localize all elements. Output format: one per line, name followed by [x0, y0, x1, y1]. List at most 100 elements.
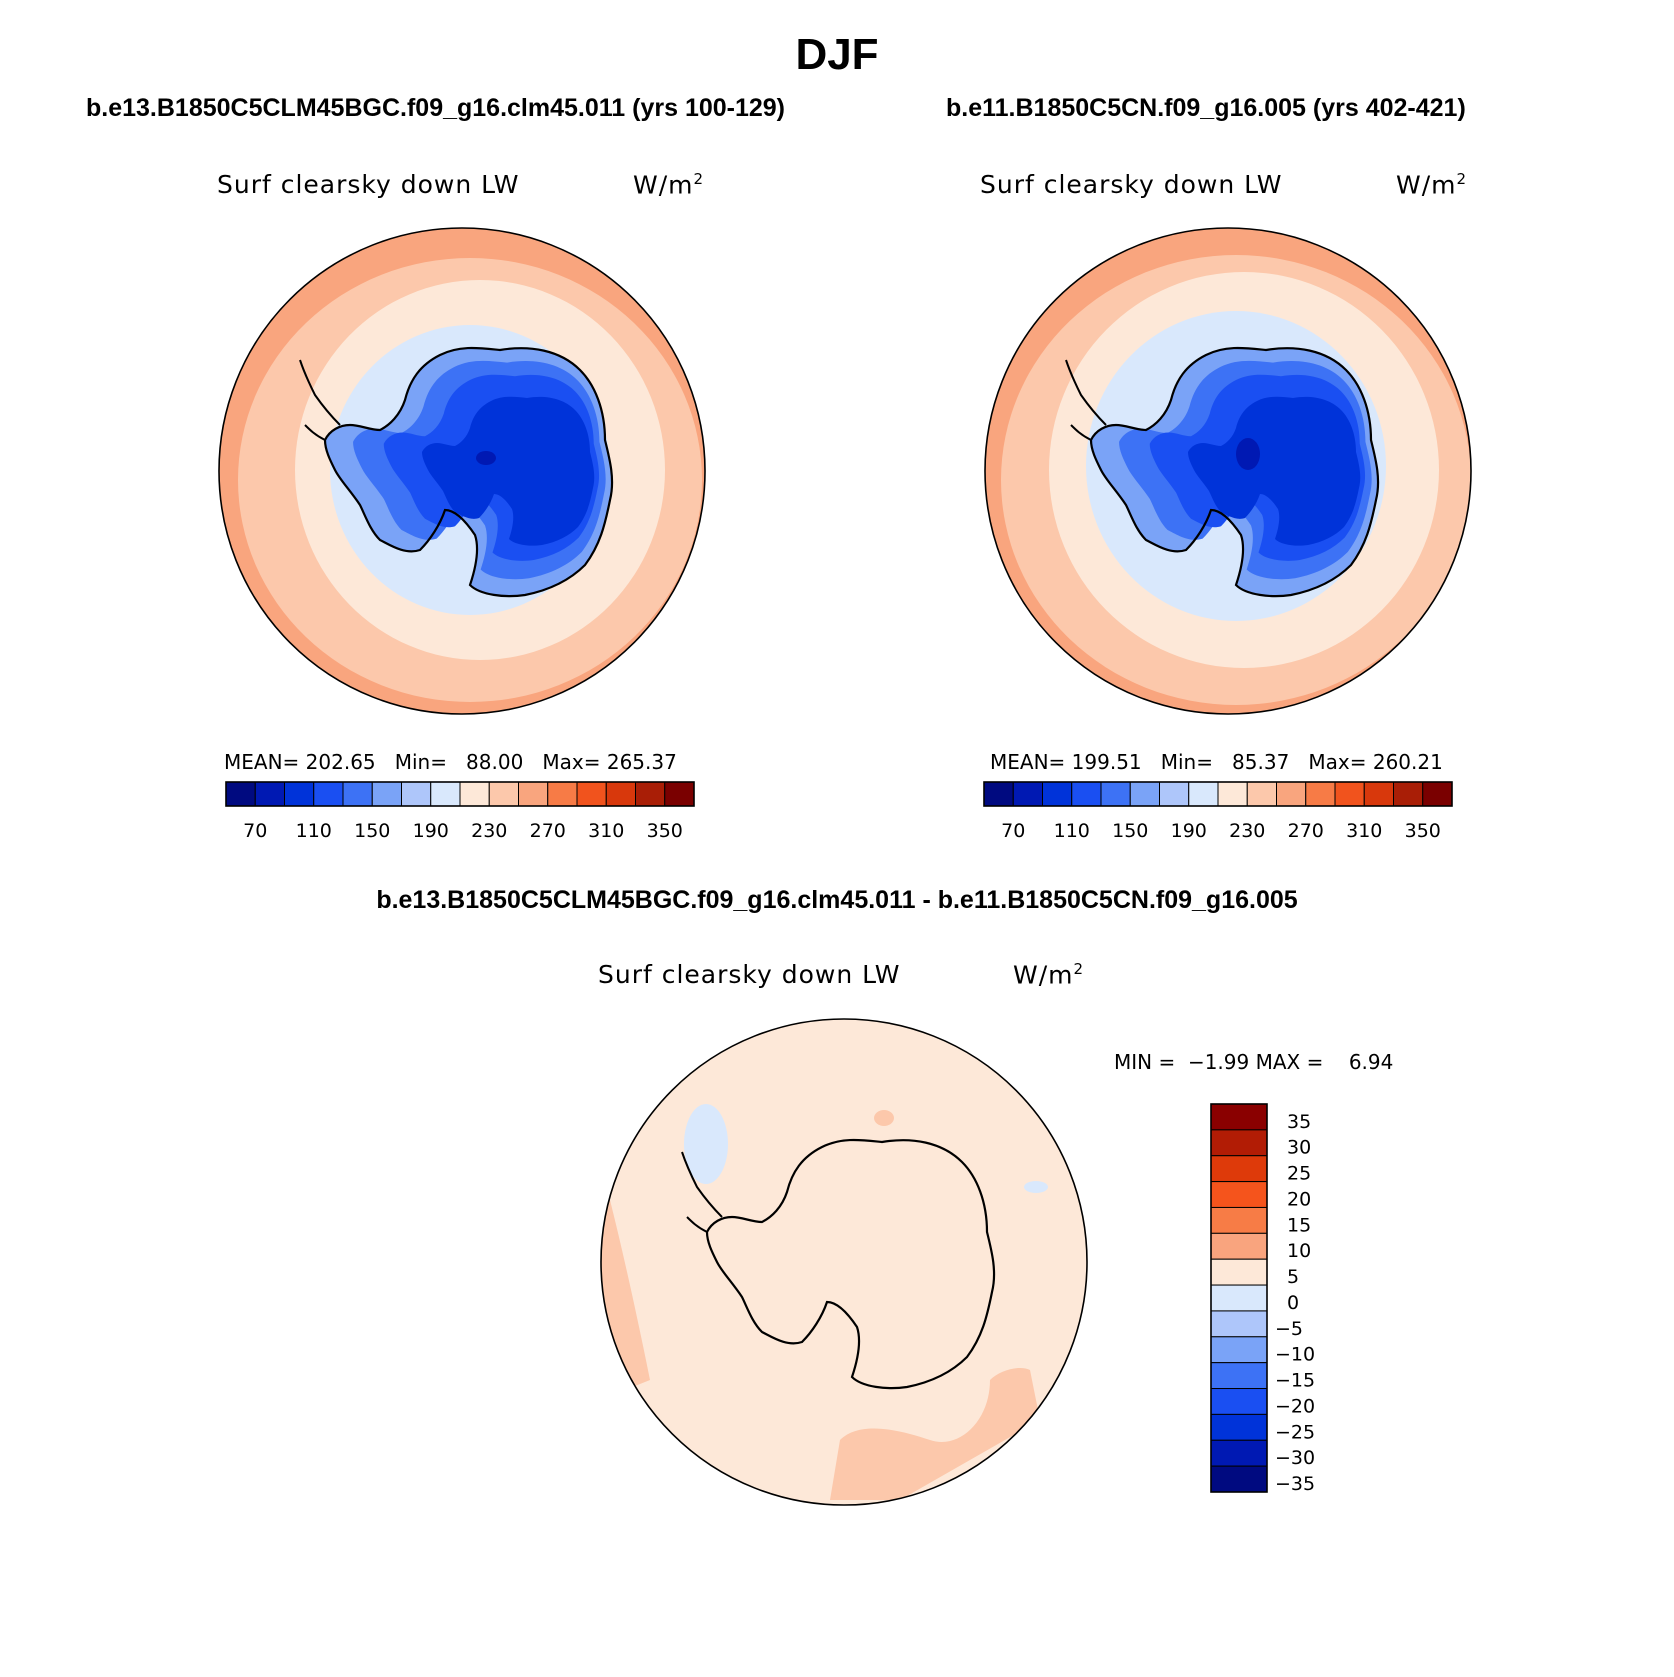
right-map: [985, 228, 1471, 714]
diff-pos-blob-2: [830, 1368, 1040, 1500]
diff-colorbar-label-10: −15: [1275, 1370, 1315, 1392]
left-colorbar-box-7: [430, 781, 461, 807]
right-colorbar-box-5: [1129, 781, 1160, 807]
diff-map: [601, 1019, 1087, 1505]
right-colorbar-label-1: 110: [1054, 820, 1090, 842]
right-colorbar-box-6: [1159, 781, 1190, 807]
diff-colorbar-label-7: 0: [1287, 1292, 1299, 1314]
right-stats: MEAN= 199.51 Min= 85.37 Max= 260.21: [990, 750, 1443, 774]
left-colorbar-box-6: [401, 781, 432, 807]
right-colorbar: 70 110 150 190 230 270 310 350: [983, 781, 1453, 842]
left-colorbar-label-7: 350: [647, 820, 683, 842]
right-colorbar-box-3: [1071, 781, 1102, 807]
right-colorbar-box-1: [1012, 781, 1043, 807]
diff-colorbar-box-10: [1210, 1362, 1268, 1390]
diff-colorbar-label-9: −10: [1275, 1344, 1315, 1366]
diff-colorbar-label-11: −20: [1275, 1395, 1315, 1417]
left-stats: MEAN= 202.65 Min= 88.00 Max= 265.37: [224, 750, 677, 774]
right-colorbar-label-2: 150: [1112, 820, 1148, 842]
right-colorbar-label-7: 350: [1405, 820, 1441, 842]
left-colorbar-box-10: [518, 781, 549, 807]
diff-neg-blob-2: [1024, 1181, 1048, 1193]
diff-colorbar-label-4: 15: [1287, 1214, 1311, 1236]
left-colorbar-box-13: [605, 781, 636, 807]
diff-colorbar-box-8: [1210, 1310, 1268, 1338]
diff-colorbar-box-11: [1210, 1388, 1268, 1415]
left-colorbar-label-5: 270: [530, 820, 566, 842]
diff-colorbar-label-8: −5: [1275, 1318, 1303, 1340]
right-colorbar-box-13: [1363, 781, 1394, 807]
diff-colorbar-box-3: [1210, 1181, 1268, 1208]
right-colorbar-label-0: 70: [1001, 820, 1025, 842]
diff-stats: MIN = −1.99 MAX = 6.94: [1114, 1050, 1394, 1074]
left-colorbar-box-1: [254, 781, 285, 807]
right-colorbar-box-7: [1188, 781, 1219, 807]
diff-colorbar-label-6: 5: [1287, 1266, 1299, 1288]
right-colorbar-box-11: [1305, 781, 1336, 807]
diff-colorbar-label-5: 10: [1287, 1240, 1311, 1262]
left-colorbar-box-8: [459, 781, 490, 807]
diff-colorbar-box-14: [1210, 1465, 1268, 1493]
left-colorbar-frame: [225, 781, 695, 807]
diff-colorbar-label-13: −30: [1275, 1447, 1315, 1469]
left-case-title: b.e13.B1850C5CLM45BGC.f09_g16.clm45.011 …: [86, 94, 786, 122]
left-colorbar-box-4: [342, 781, 373, 807]
right-colorbar-label-6: 310: [1346, 820, 1382, 842]
right-colorbar-box-2: [1042, 781, 1073, 807]
diff-colorbar-box-5: [1210, 1232, 1268, 1260]
right-colorbar-label-5: 270: [1288, 820, 1324, 842]
left-colorbar-box-3: [313, 781, 344, 807]
left-colorbar-label-6: 310: [588, 820, 624, 842]
left-colorbar-box-12: [576, 781, 607, 807]
left-colorbar-label-2: 150: [354, 820, 390, 842]
right-ant-min: [1236, 438, 1260, 470]
diff-colorbar-label-14: −35: [1275, 1473, 1315, 1495]
page-title: DJF: [795, 30, 879, 79]
left-colorbar-box-11: [547, 781, 578, 807]
diff-colorbar-box-1: [1210, 1129, 1268, 1157]
diff-colorbar-box-0: [1210, 1103, 1268, 1131]
left-units-label: W/m2: [633, 170, 705, 200]
right-colorbar-box-4: [1100, 781, 1131, 807]
right-colorbar-box-0: [983, 781, 1014, 807]
diff-colorbar-label-0: 35: [1287, 1111, 1311, 1133]
diff-colorbar-box-6: [1210, 1258, 1268, 1286]
diff-colorbar-box-13: [1210, 1439, 1268, 1467]
diff-case-title: b.e13.B1850C5CLM45BGC.f09_g16.clm45.011 …: [376, 886, 1298, 914]
diff-colorbar-label-1: 30: [1287, 1137, 1311, 1159]
diff-colorbar: 35 30 25 20 15 10 5 0 −5 −10 −15 −20 −25 −30 −35: [1210, 1103, 1315, 1495]
right-colorbar-box-10: [1276, 781, 1307, 807]
right-colorbar-label-4: 230: [1229, 820, 1265, 842]
diff-pos-blob-3: [874, 1110, 894, 1126]
right-colorbar-box-9: [1246, 781, 1277, 807]
left-colorbar-box-2: [284, 781, 315, 807]
diff-colorbar-box-4: [1210, 1206, 1268, 1234]
left-colorbar-label-4: 230: [471, 820, 507, 842]
diff-units-label: W/m2: [1013, 960, 1085, 990]
diff-map-border: [600, 1018, 1088, 1506]
diff-colorbar-frame: [1210, 1103, 1268, 1493]
left-colorbar: 70 110 150 190 230 270 310 350: [225, 781, 695, 842]
left-colorbar-label-3: 190: [413, 820, 449, 842]
right-case-title: b.e11.B1850C5CN.f09_g16.005 (yrs 402-421…: [946, 94, 1466, 122]
left-colorbar-box-0: [225, 781, 256, 807]
diff-variable-label: Surf clearsky down LW: [598, 960, 901, 989]
diff-colorbar-box-2: [1210, 1155, 1268, 1183]
left-map-border: [218, 227, 706, 715]
diff-neg-blob-1: [684, 1104, 728, 1184]
right-colorbar-box-15: [1422, 781, 1453, 807]
right-colorbar-box-12: [1334, 781, 1365, 807]
right-colorbar-frame: [983, 781, 1453, 807]
left-colorbar-box-14: [635, 781, 666, 807]
right-colorbar-box-8: [1217, 781, 1248, 807]
right-map-border: [984, 227, 1472, 715]
diff-colorbar-label-3: 20: [1287, 1188, 1311, 1210]
right-units-label: W/m2: [1396, 170, 1468, 200]
right-colorbar-box-14: [1393, 781, 1424, 807]
left-colorbar-label-0: 70: [243, 820, 267, 842]
left-colorbar-box-9: [488, 781, 519, 807]
left-colorbar-box-5: [371, 781, 402, 807]
left-map: [219, 228, 705, 714]
diff-colorbar-box-9: [1210, 1336, 1268, 1364]
